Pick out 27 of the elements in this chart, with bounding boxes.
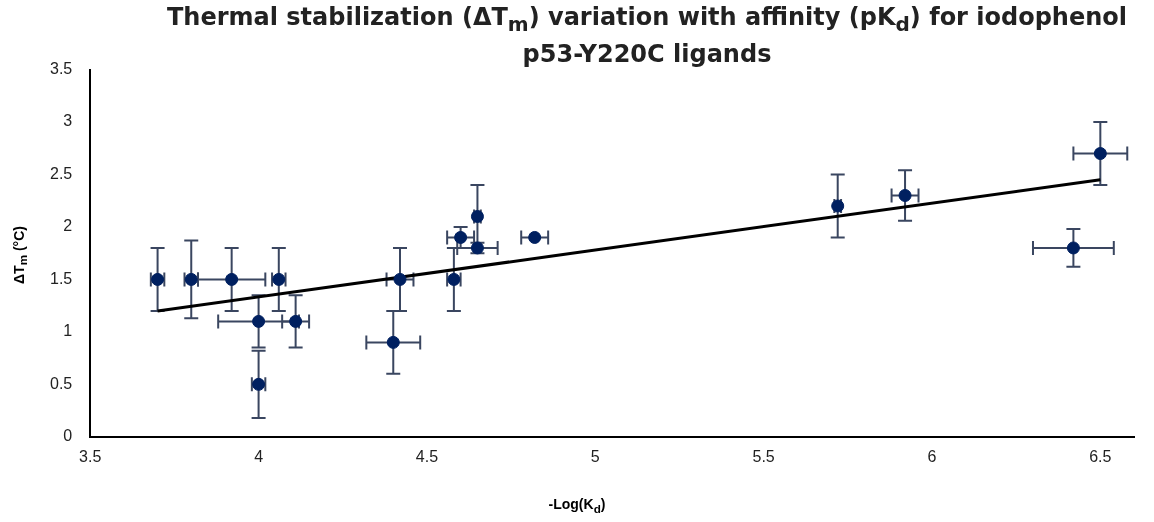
- point: [225, 272, 239, 286]
- y-tick-label: 1: [63, 322, 73, 340]
- x-tick-label: 6.5: [1089, 447, 1112, 465]
- chart-title: Thermal stabilization (ΔT$_{m}$) variation with affinity (pK$_{d}$) for iodophenol p53-Y220C ligands: [166, 3, 1128, 68]
- y-tick-label: 3.5: [49, 60, 73, 78]
- point: [528, 230, 542, 244]
- x-tick-label: 6: [927, 447, 937, 465]
- point: [393, 272, 407, 286]
- y-tick-label: 0.5: [49, 374, 73, 392]
- x-axis-title: -Log(K$_{d}$): [547, 496, 607, 515]
- y-tick-label: 3: [63, 112, 73, 130]
- x-tick-label: 4.5: [415, 447, 439, 465]
- point: [386, 335, 400, 349]
- y-tick-label: 1.5: [49, 269, 73, 287]
- x-tick-label: 5: [590, 447, 600, 465]
- x-tick-label: 3.5: [79, 447, 102, 465]
- x-tick-label: 4: [254, 447, 264, 465]
- point: [1066, 241, 1080, 255]
- y-tick-label: 2.5: [49, 164, 73, 182]
- y-tick-label: 2: [63, 217, 73, 235]
- point: [898, 189, 912, 202]
- point: [289, 314, 303, 328]
- x-tick-label: 5.5: [752, 447, 775, 465]
- point: [454, 230, 468, 244]
- point: [252, 314, 266, 328]
- point: [1093, 147, 1107, 161]
- y-tick-label: 0: [63, 427, 73, 445]
